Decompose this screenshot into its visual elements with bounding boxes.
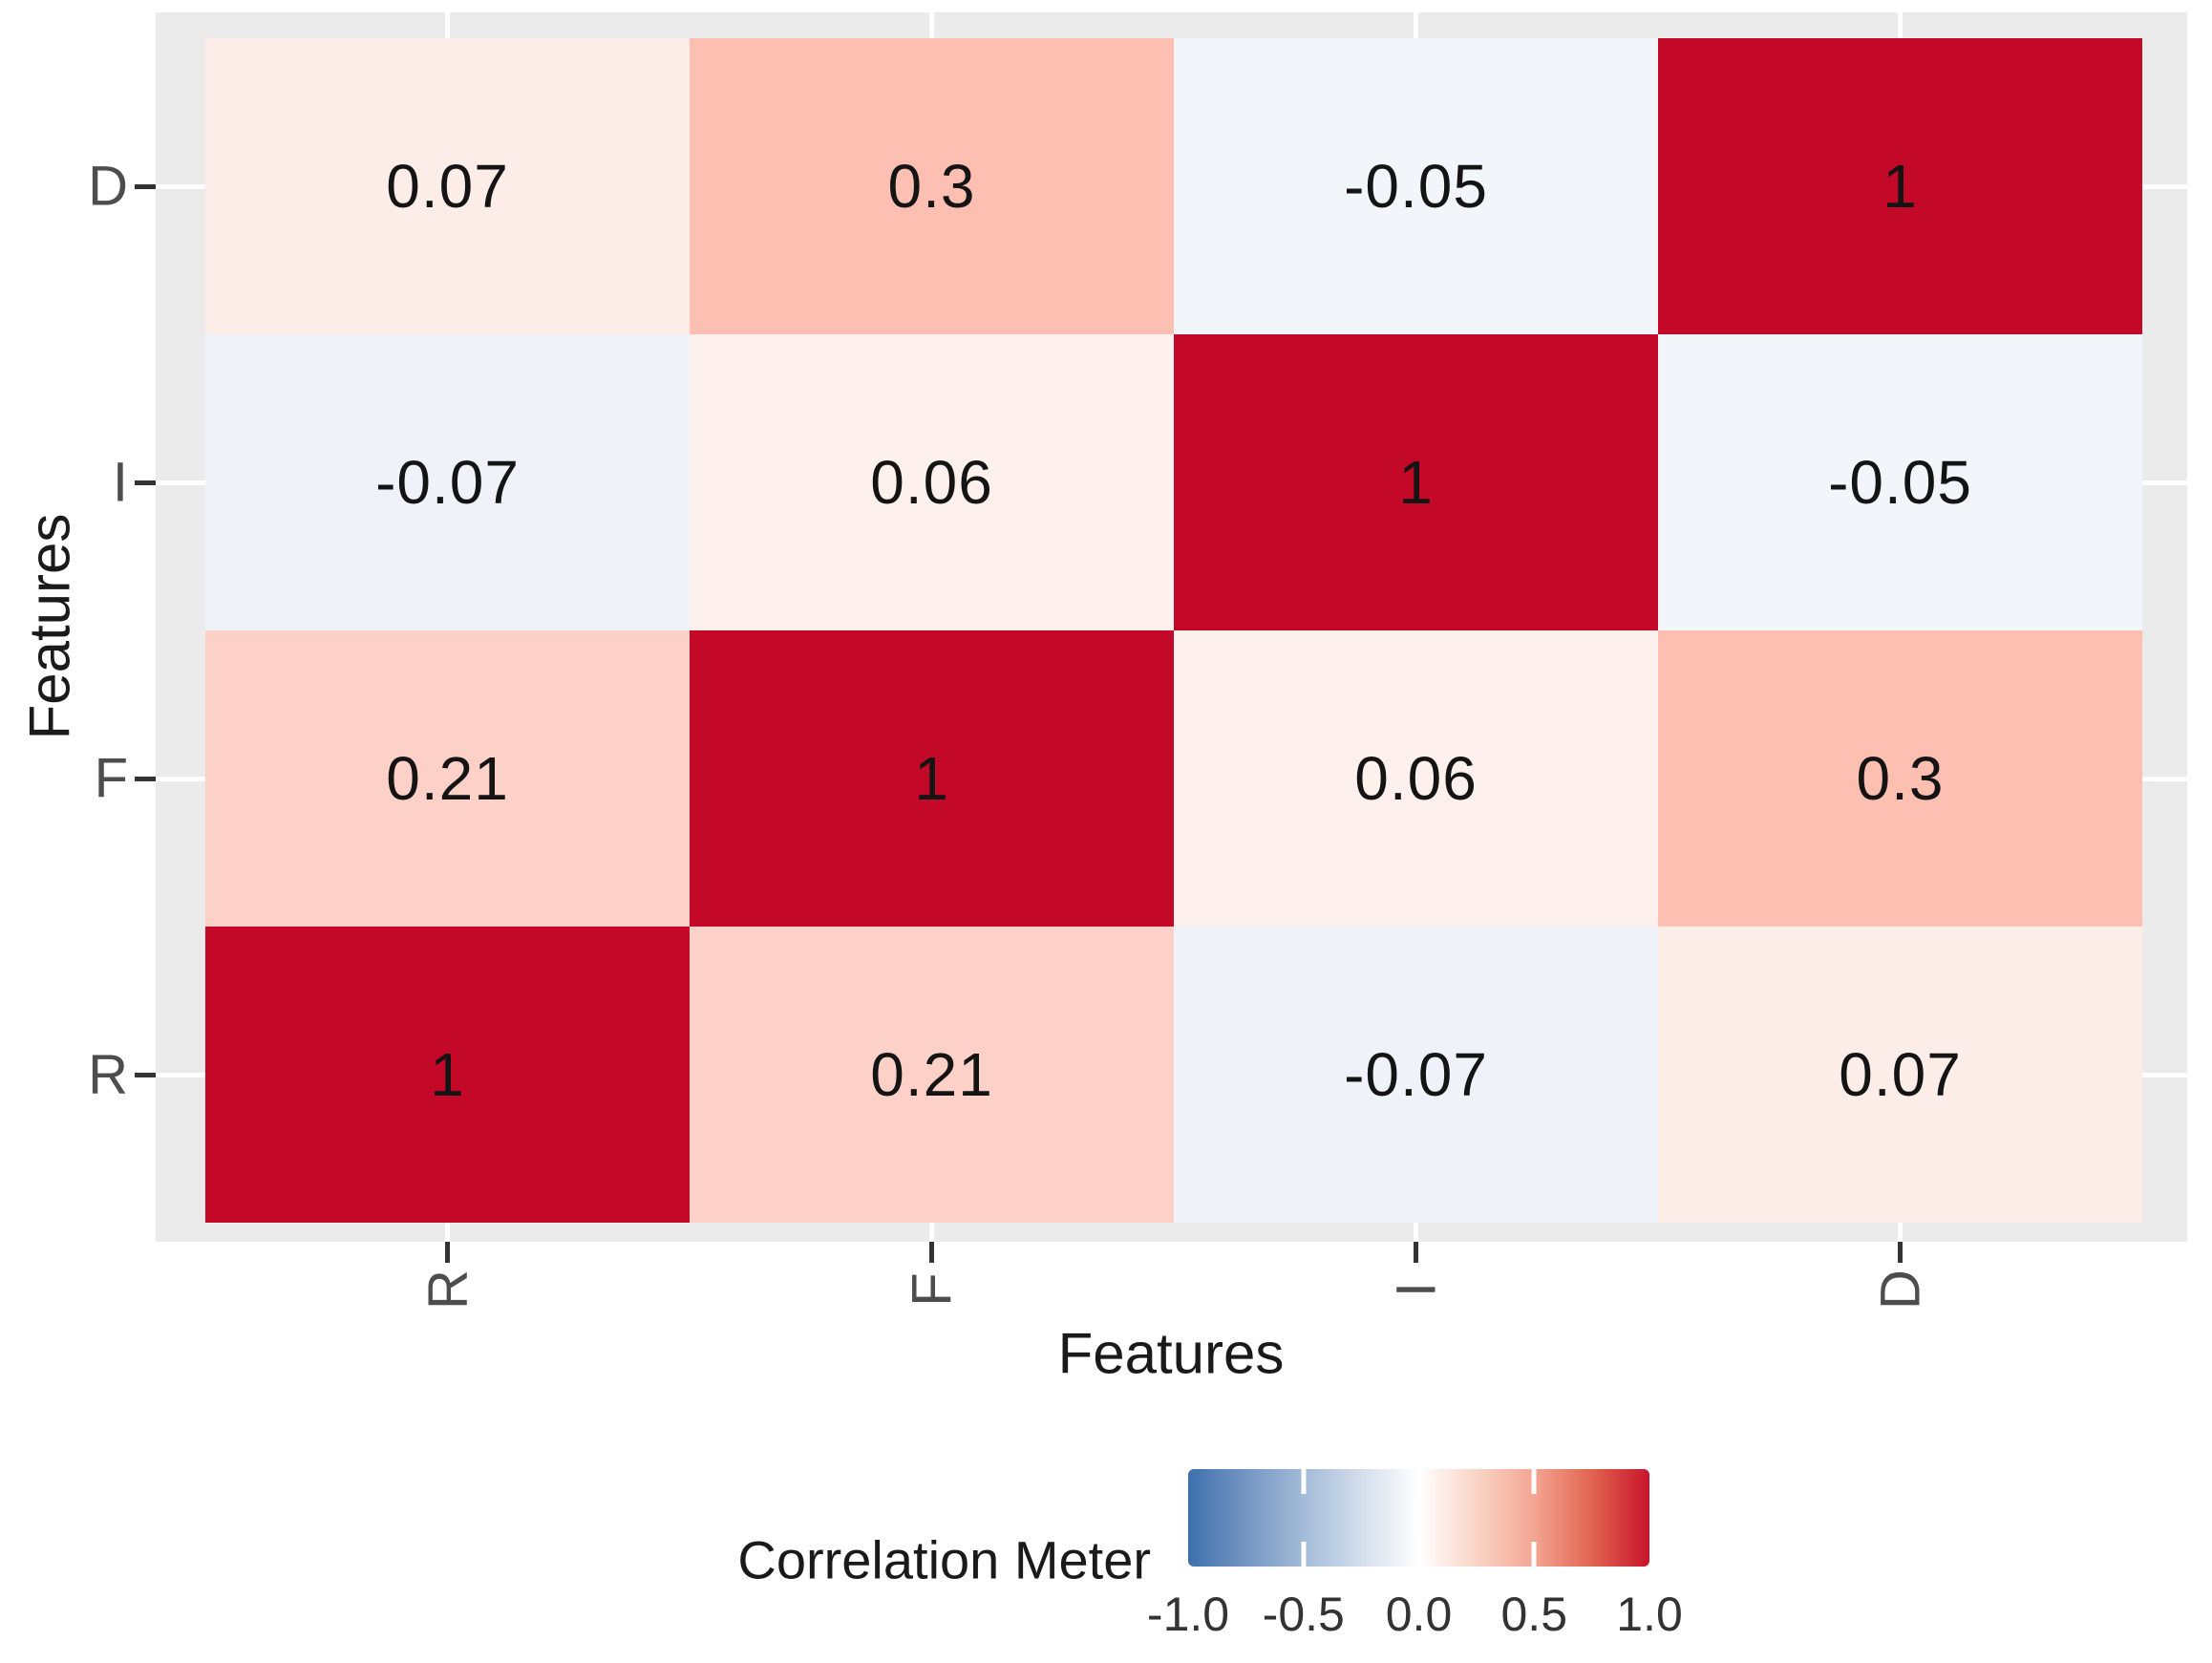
heatmap-cell: 1	[1658, 38, 2142, 334]
plot-panel: 0.07 0.3 -0.05 1 -0.07 0.06 1 -0.05 0.21 1 0.06 0.3…	[156, 12, 2187, 1242]
heatmap-cell-value: 0.3	[1856, 744, 1945, 813]
legend-tick-label: 1.0	[1616, 1588, 1683, 1641]
y-axis-tick-mark	[135, 183, 156, 189]
heatmap-cell: 0.07	[205, 38, 690, 334]
heatmap-cell: 0.3	[690, 38, 1174, 334]
heatmap-cell: 0.06	[1174, 630, 1658, 927]
y-axis-title: Features	[17, 513, 82, 740]
heatmap-cell-value: -0.05	[1344, 152, 1488, 221]
legend-tick-label: 0.5	[1500, 1588, 1568, 1641]
legend-tick-notch	[1301, 1469, 1307, 1494]
x-axis-tick-label: F	[901, 1272, 963, 1307]
heatmap-cell-value: 0.21	[386, 744, 509, 813]
y-axis-tick-mark	[135, 1072, 156, 1077]
y-axis-tick-mark	[135, 480, 156, 485]
heatmap-cell: 0.3	[1658, 630, 2142, 927]
x-axis-title: Features	[1057, 1321, 1285, 1386]
heatmap-cell-value: 1	[1398, 448, 1434, 517]
heatmap-cell: 0.21	[690, 927, 1174, 1223]
heatmap-cell-value: 0.06	[870, 448, 993, 517]
x-axis-tick-label: R	[416, 1269, 479, 1310]
x-axis-tick-mark	[445, 1242, 450, 1263]
heatmap-cell: 0.07	[1658, 927, 2142, 1223]
heatmap-cell-value: 0.07	[386, 152, 509, 221]
legend-tick-notch	[1416, 1469, 1421, 1494]
legend-tick-label: -0.5	[1262, 1588, 1345, 1641]
legend-tick-notch	[1531, 1469, 1537, 1494]
y-axis-tick-mark	[135, 776, 156, 781]
x-axis-tick-mark	[929, 1242, 934, 1263]
heatmap-cell: -0.07	[1174, 927, 1658, 1223]
heatmap-grid: 0.07 0.3 -0.05 1 -0.07 0.06 1 -0.05 0.21 1 0.06 0.3…	[205, 38, 2142, 1223]
y-axis-tick-label: R	[88, 1043, 128, 1106]
legend-colorbar	[1188, 1469, 1649, 1567]
heatmap-cell: 1	[1174, 334, 1658, 630]
heatmap-cell-value: -0.07	[375, 448, 520, 517]
heatmap-cell-value: 1	[1882, 152, 1918, 221]
x-axis-tick-mark	[1414, 1242, 1418, 1263]
legend-tick-label: 0.0	[1385, 1588, 1453, 1641]
heatmap-cell-value: 0.06	[1354, 744, 1478, 813]
x-axis-tick-mark	[1898, 1242, 1903, 1263]
y-axis-tick-label: I	[112, 451, 128, 514]
heatmap-cell: 1	[205, 927, 690, 1223]
y-axis-tick-label: D	[88, 155, 128, 218]
heatmap-cell-value: 1	[430, 1040, 465, 1109]
heatmap-cell: 0.06	[690, 334, 1174, 630]
legend-tick-label: -1.0	[1146, 1588, 1230, 1641]
heatmap-cell-value: 1	[914, 744, 949, 813]
legend-title: Correlation Meter	[737, 1529, 1151, 1590]
heatmap-cell-value: 0.3	[887, 152, 976, 221]
heatmap-cell-value: 0.21	[870, 1040, 993, 1109]
heatmap-cell: 1	[690, 630, 1174, 927]
heatmap-cell: 0.21	[205, 630, 690, 927]
heatmap-cell-value: -0.07	[1344, 1040, 1488, 1109]
heatmap-cell: -0.05	[1174, 38, 1658, 334]
heatmap-cell: -0.05	[1658, 334, 2142, 630]
x-axis-tick-label: I	[1385, 1281, 1447, 1298]
heatmap-cell-value: 0.07	[1839, 1040, 1962, 1109]
y-axis-tick-label: F	[94, 747, 128, 810]
heatmap-cell: -0.07	[205, 334, 690, 630]
heatmap-cell-value: -0.05	[1828, 448, 1972, 517]
legend-tick-notch	[1301, 1542, 1307, 1567]
x-axis-tick-label: D	[1869, 1269, 1931, 1310]
legend-tick-notch	[1416, 1542, 1421, 1567]
legend-tick-notch	[1531, 1542, 1537, 1567]
